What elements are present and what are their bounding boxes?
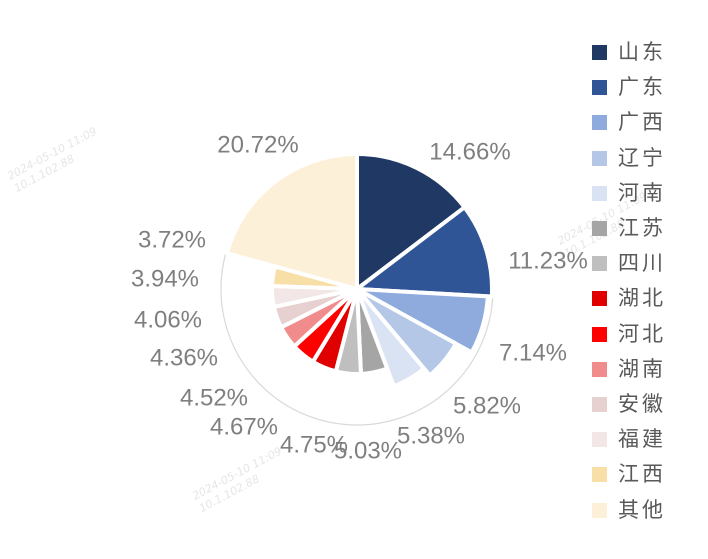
legend-item: 河北 — [592, 317, 666, 352]
legend-swatch — [592, 467, 607, 483]
pie-slice — [355, 287, 458, 378]
legend-item: 辽宁 — [592, 141, 666, 176]
slice-data-label: 3.72% — [138, 226, 206, 253]
pie-slice — [355, 152, 467, 291]
legend-item: 其他 — [592, 492, 666, 527]
legend-item: 四川 — [592, 246, 666, 281]
legend-swatch — [592, 256, 607, 272]
legend-swatch — [592, 185, 607, 201]
slice-data-label: 20.72% — [217, 131, 298, 158]
legend-swatch — [592, 396, 607, 412]
legend-item: 福建 — [592, 422, 666, 457]
legend-label: 湖南 — [618, 356, 666, 381]
legend-label: 四川 — [618, 251, 666, 276]
slice-data-label: 4.36% — [150, 344, 218, 371]
slice-data-label: 5.03% — [334, 437, 402, 464]
legend-label: 其他 — [618, 497, 666, 522]
pie-slice — [224, 152, 359, 291]
legend-label: 江西 — [618, 462, 666, 487]
legend-swatch — [592, 221, 607, 237]
slice-data-label: 4.06% — [134, 306, 202, 333]
slice-data-label: 4.52% — [180, 384, 248, 411]
legend-item: 广东 — [592, 70, 666, 105]
legend: 山东广东广西辽宁河南江苏四川湖北河北湖南安徽福建江西其他 — [592, 35, 666, 528]
legend-item: 河南 — [592, 176, 666, 211]
legend-item: 安徽 — [592, 387, 666, 422]
legend-swatch — [592, 150, 607, 166]
legend-label: 辽宁 — [618, 145, 666, 170]
legend-label: 安徽 — [618, 391, 666, 416]
legend-item: 山东 — [592, 35, 666, 70]
pie-slice — [355, 287, 427, 389]
legend-swatch — [592, 361, 607, 377]
slice-data-label: 11.23% — [508, 247, 588, 274]
legend-item: 江西 — [592, 457, 666, 492]
pie-data-labels: 14.66% 11.23% 7.14% 5.82% 5.38%5.03%4.75%4.6… — [131, 131, 588, 464]
legend-label: 广西 — [618, 110, 666, 135]
legend-swatch — [592, 432, 607, 448]
legend-label: 湖北 — [618, 286, 666, 311]
legend-swatch — [592, 502, 607, 518]
slice-data-label: 4.75% — [280, 431, 348, 458]
legend-item: 广西 — [592, 105, 666, 140]
legend-swatch — [592, 45, 607, 61]
legend-label: 广东 — [618, 75, 666, 100]
slice-data-label: 7.14% — [499, 339, 567, 366]
legend-label: 福建 — [618, 427, 666, 452]
legend-label: 江苏 — [618, 216, 666, 241]
slice-data-label: 3.94% — [131, 265, 199, 292]
legend-swatch — [592, 326, 607, 342]
legend-label: 河北 — [618, 321, 666, 346]
legend-label: 河南 — [618, 180, 666, 205]
legend-label: 山东 — [618, 40, 666, 65]
legend-item: 湖南 — [592, 352, 666, 387]
slice-data-label: 5.82% — [453, 392, 521, 419]
slice-data-label: 5.38% — [397, 422, 465, 449]
pie-slice — [355, 205, 494, 299]
slice-data-label: 14.66% — [429, 138, 510, 165]
legend-item: 江苏 — [592, 211, 666, 246]
legend-item: 湖北 — [592, 281, 666, 316]
legend-swatch — [592, 80, 607, 96]
legend-swatch — [592, 291, 607, 307]
legend-swatch — [592, 115, 607, 131]
pie-slices — [224, 152, 494, 389]
slice-data-label: 4.67% — [210, 413, 278, 440]
